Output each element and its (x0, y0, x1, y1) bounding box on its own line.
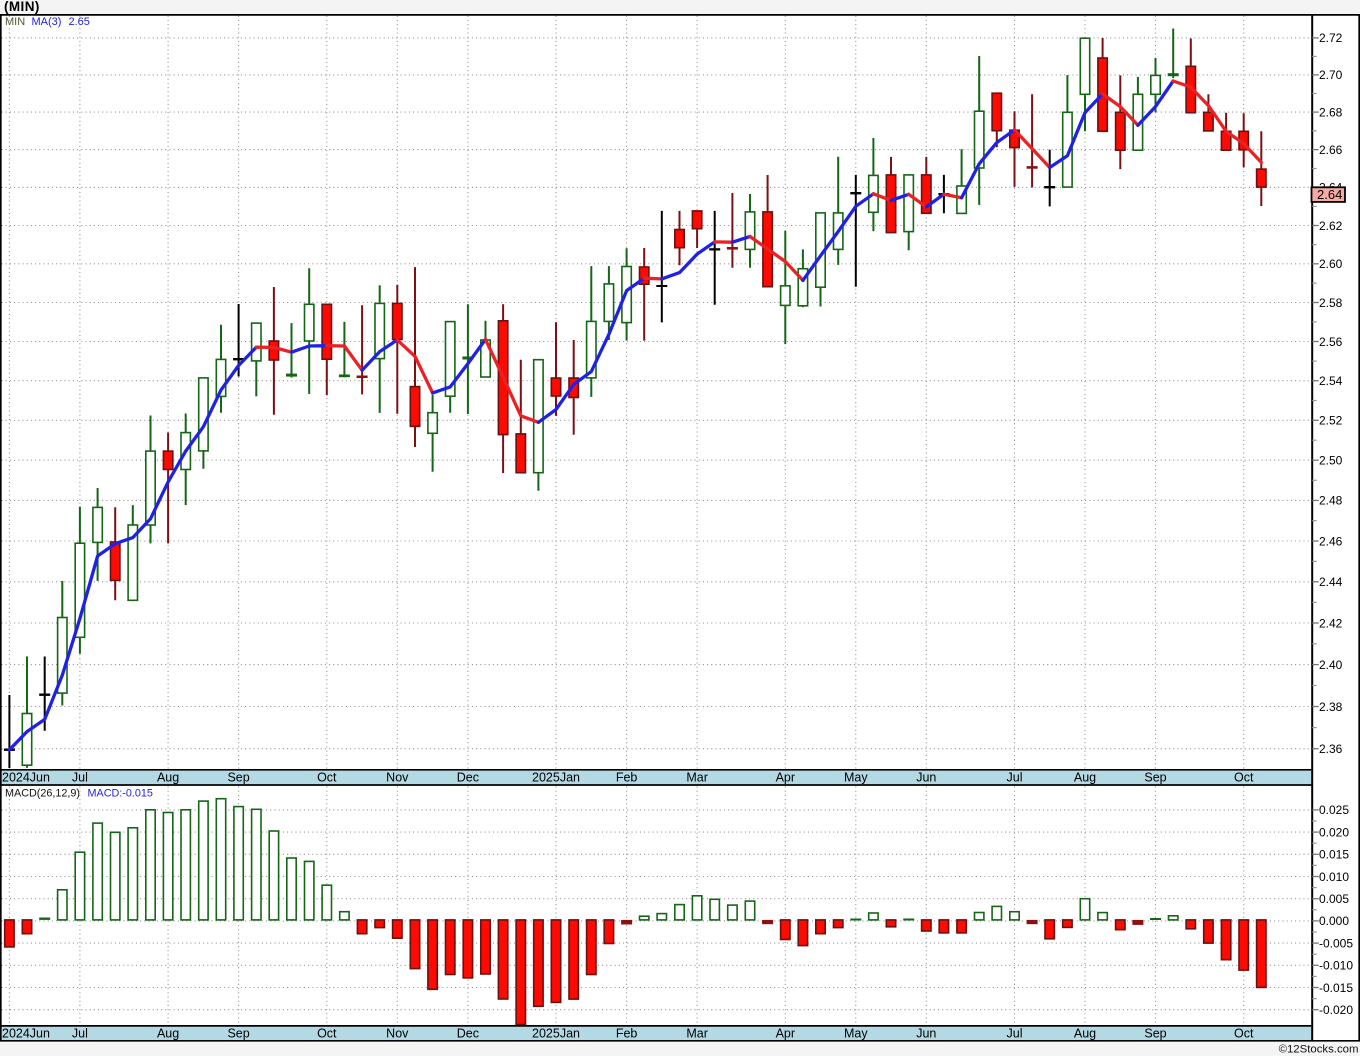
svg-text:2.52: 2.52 (1319, 414, 1343, 428)
svg-text:2.56: 2.56 (1319, 335, 1343, 349)
svg-text:Feb: Feb (616, 771, 638, 785)
svg-text:Nov: Nov (386, 1027, 409, 1041)
svg-text:0.005: 0.005 (1319, 892, 1349, 906)
svg-text:2.66: 2.66 (1319, 143, 1343, 157)
svg-text:-0.010: -0.010 (1319, 959, 1353, 973)
svg-text:Oct: Oct (317, 1027, 337, 1041)
svg-text:Oct: Oct (1234, 1027, 1254, 1041)
svg-text:2.72: 2.72 (1319, 31, 1343, 45)
svg-text:Jul: Jul (1007, 1027, 1023, 1041)
svg-text:2.38: 2.38 (1319, 700, 1343, 714)
svg-text:Aug: Aug (1074, 771, 1096, 785)
svg-text:Jun: Jun (916, 1027, 936, 1041)
svg-text:Jul: Jul (72, 771, 88, 785)
svg-text:2.54: 2.54 (1319, 374, 1343, 388)
svg-text:May: May (844, 771, 868, 785)
svg-text:2.44: 2.44 (1319, 575, 1343, 589)
svg-text:Feb: Feb (616, 1027, 638, 1041)
svg-text:Sep: Sep (1144, 1027, 1166, 1041)
svg-text:MACD(26,12,9): MACD(26,12,9) (5, 788, 80, 800)
svg-text:2.48: 2.48 (1319, 494, 1343, 508)
svg-text:0.015: 0.015 (1319, 848, 1349, 862)
svg-text:-0.005: -0.005 (1319, 936, 1353, 950)
svg-text:Jul: Jul (1007, 771, 1023, 785)
svg-text:MIN: MIN (5, 16, 25, 28)
svg-text:©12Stocks.com: ©12Stocks.com (1279, 1043, 1359, 1055)
svg-text:Oct: Oct (317, 771, 337, 785)
svg-text:Dec: Dec (457, 771, 479, 785)
svg-text:MACD:-0.015: MACD:-0.015 (88, 788, 153, 800)
svg-text:2.65: 2.65 (69, 16, 90, 28)
svg-text:-0.015: -0.015 (1319, 981, 1353, 995)
svg-text:2024Jun: 2024Jun (2, 771, 50, 785)
svg-text:Aug: Aug (1074, 1027, 1096, 1041)
svg-text:Aug: Aug (157, 771, 179, 785)
svg-text:Mar: Mar (686, 771, 708, 785)
svg-text:Aug: Aug (157, 1027, 179, 1041)
svg-text:2.60: 2.60 (1319, 257, 1343, 271)
svg-text:0.010: 0.010 (1319, 870, 1349, 884)
svg-text:Apr: Apr (776, 1027, 795, 1041)
svg-text:Sep: Sep (227, 771, 249, 785)
svg-text:Dec: Dec (457, 1027, 479, 1041)
svg-text:Sep: Sep (1144, 771, 1166, 785)
svg-text:2024Jun: 2024Jun (2, 1027, 50, 1041)
svg-text:Sep: Sep (227, 1027, 249, 1041)
svg-text:2.70: 2.70 (1319, 68, 1343, 82)
svg-text:-0.020: -0.020 (1319, 1003, 1353, 1017)
svg-text:0.020: 0.020 (1319, 825, 1349, 839)
svg-text:MA(3): MA(3) (32, 16, 62, 28)
svg-text:2.58: 2.58 (1319, 296, 1343, 310)
svg-text:2025Jan: 2025Jan (532, 771, 580, 785)
svg-text:Jun: Jun (916, 771, 936, 785)
svg-text:2.64: 2.64 (1317, 187, 1342, 202)
svg-text:2.46: 2.46 (1319, 534, 1343, 548)
svg-text:0.025: 0.025 (1319, 803, 1349, 817)
svg-text:2.62: 2.62 (1319, 219, 1343, 233)
svg-text:May: May (844, 1027, 868, 1041)
svg-text:Nov: Nov (386, 771, 409, 785)
svg-text:2.40: 2.40 (1319, 658, 1343, 672)
svg-text:2.42: 2.42 (1319, 616, 1343, 630)
svg-text:Oct: Oct (1234, 771, 1254, 785)
svg-text:Mar: Mar (686, 1027, 708, 1041)
svg-text:2.68: 2.68 (1319, 105, 1343, 119)
svg-text:0.000: 0.000 (1319, 914, 1349, 928)
svg-text:2.36: 2.36 (1319, 742, 1343, 756)
svg-text:Jul: Jul (72, 1027, 88, 1041)
svg-text:Apr: Apr (776, 771, 795, 785)
svg-text:2025Jan: 2025Jan (532, 1027, 580, 1041)
svg-text:2.50: 2.50 (1319, 454, 1343, 468)
svg-text:(MIN): (MIN) (4, 0, 40, 14)
